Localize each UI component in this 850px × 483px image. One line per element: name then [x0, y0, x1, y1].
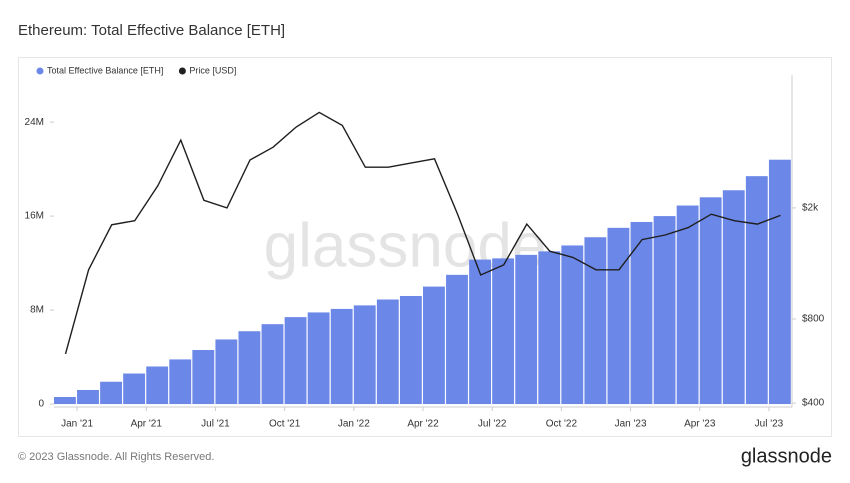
y-tick-label: 16M	[25, 211, 44, 222]
legend-label: Total Effective Balance [ETH]	[47, 65, 163, 75]
bar	[376, 299, 399, 405]
y-tick-label: 0	[38, 399, 44, 410]
bar	[492, 258, 515, 405]
bar	[215, 339, 238, 405]
bar	[123, 373, 146, 405]
x-tick-label: Oct '21	[269, 419, 301, 430]
footer: © 2023 Glassnode. All Rights Reserved.	[18, 451, 214, 463]
bar	[423, 286, 445, 405]
bar	[538, 251, 561, 405]
bar	[307, 312, 330, 405]
bar	[146, 366, 169, 405]
price-line	[64, 111, 781, 355]
bar	[515, 254, 538, 405]
bar	[722, 190, 745, 405]
bar	[446, 274, 468, 405]
bar	[584, 237, 607, 405]
bar	[653, 216, 676, 405]
legend-dot	[178, 67, 186, 75]
x-tick-label: Jul '23	[755, 419, 784, 430]
y-tick-label: 8M	[30, 305, 44, 316]
legend-label: Price [USD]	[189, 65, 236, 75]
bar	[330, 308, 353, 405]
bar	[768, 159, 791, 405]
x-tick-label: Jan '22	[338, 419, 370, 430]
bar	[353, 305, 376, 405]
bar	[169, 359, 192, 405]
bar	[77, 389, 99, 405]
y2-tick-label: $400	[802, 398, 825, 409]
bar	[469, 259, 491, 405]
x-tick-label: Apr '23	[684, 419, 716, 430]
legend-dot	[36, 67, 44, 75]
chart-frame	[18, 57, 832, 437]
bar	[607, 227, 630, 405]
bar	[561, 245, 584, 405]
bar	[238, 331, 261, 405]
bar	[630, 221, 653, 405]
bar	[54, 397, 76, 405]
chart-title: Ethereum: Total Effective Balance [ETH]	[18, 22, 285, 39]
bar	[399, 295, 422, 405]
bar	[676, 205, 699, 405]
x-tick-label: Apr '22	[407, 419, 439, 430]
y-tick-label: 24M	[25, 117, 44, 128]
x-tick-label: Apr '21	[131, 419, 163, 430]
x-tick-label: Jan '23	[615, 419, 647, 430]
bar	[192, 350, 215, 405]
logo: glassnode	[741, 445, 832, 467]
x-tick-label: Oct '22	[546, 419, 578, 430]
x-tick-label: Jul '22	[478, 419, 507, 430]
x-tick-label: Jul '21	[201, 419, 230, 430]
bar	[745, 176, 768, 405]
bar	[261, 324, 284, 405]
bar	[100, 381, 122, 405]
bar	[284, 317, 307, 405]
y2-tick-label: $800	[802, 314, 825, 325]
x-tick-label: Jan '21	[61, 419, 93, 430]
bar	[699, 197, 722, 405]
y2-tick-label: $2k	[802, 203, 819, 214]
